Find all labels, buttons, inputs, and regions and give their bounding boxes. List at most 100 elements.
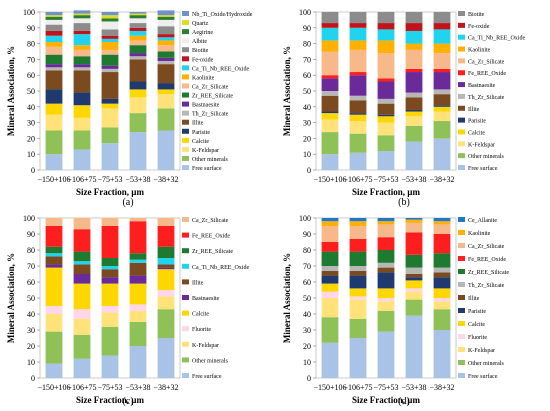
bar-segment [405, 291, 423, 300]
y-tick-label: 90 [27, 24, 35, 33]
y-tick-label: 40 [303, 103, 311, 112]
legend-swatch [458, 46, 465, 52]
bar-segment [405, 219, 423, 223]
bar-segment [157, 89, 175, 95]
bar-segment [45, 64, 63, 68]
x-axis-label: Size Fraction, µm [352, 187, 420, 197]
legend-swatch [458, 70, 465, 76]
bar-segment [45, 253, 63, 257]
x-tick-label: −53+38 [401, 175, 426, 184]
bar-segment [157, 269, 175, 290]
bar-segment [101, 38, 119, 43]
bar-segment [129, 310, 147, 322]
bar-segment [45, 267, 63, 306]
y-tick-label: 80 [303, 40, 311, 49]
bar-segment [45, 46, 63, 55]
bar-segment [157, 45, 175, 52]
y-axis-label: Mineral Association, % [6, 46, 16, 136]
chart-panel-2: 0 10 20 30 40 50 60 70 80 90 100 Mineral Associatio… [282, 8, 525, 208]
bar-segment [157, 290, 175, 297]
bar-segment [73, 13, 91, 16]
bar-segment [45, 154, 63, 170]
bar-segment [405, 12, 423, 24]
bar-segment [73, 130, 91, 150]
bar-segment [129, 18, 147, 24]
bar-segment [321, 291, 339, 298]
bar-segment [101, 355, 119, 378]
bar-segment [377, 23, 395, 30]
bar-segment [349, 113, 367, 115]
legend-swatch [458, 22, 465, 28]
y-axis-label: Mineral Association, % [282, 46, 292, 136]
bar-segment [433, 224, 451, 234]
bar-segment [321, 132, 339, 155]
bar-segment [433, 288, 451, 298]
panel-label: (b) [398, 197, 410, 208]
legend-swatch [182, 295, 189, 300]
bar-segment [349, 270, 367, 276]
y-tick-label: 30 [27, 326, 35, 335]
bar-segment [321, 78, 339, 91]
legend-swatch [182, 279, 189, 285]
bar-segment [157, 16, 175, 20]
bar-segment [321, 119, 339, 133]
bar-segment [73, 49, 91, 57]
bar-segment [101, 258, 119, 266]
bar-segment [349, 12, 367, 24]
bar-segment [129, 56, 147, 60]
legend-swatch [182, 146, 189, 152]
bar-segment [73, 70, 91, 93]
bar-segment [157, 60, 175, 65]
bar-segment [405, 109, 423, 112]
bar-segment [433, 89, 451, 95]
bar-segment [321, 242, 339, 252]
y-tick-label: 10 [27, 358, 35, 367]
bar-segment [349, 75, 367, 96]
legend-label: Ce_Allanite [468, 218, 497, 224]
bar-segment [101, 127, 119, 144]
legend-label: Parisite [468, 309, 486, 315]
bar-segment [349, 299, 367, 319]
bar-segment [101, 143, 119, 170]
legend-swatch [458, 256, 465, 261]
bar-segment [321, 266, 339, 271]
bar-segment [157, 51, 175, 58]
legend-label: Zr_REE_Silicate [468, 270, 509, 276]
bar-segment [73, 67, 91, 71]
panel-label: (d) [398, 396, 410, 407]
legend-label: Fe_REE_Oxide [468, 257, 506, 263]
bar-segment [377, 78, 395, 82]
bar-segment [157, 226, 175, 247]
bar-segment [129, 218, 147, 222]
bar-segment [377, 272, 395, 289]
legend-label: Zr_REE_Silicate [192, 94, 233, 100]
bar-segment [349, 296, 367, 300]
legend-label: Th_Zr_Silicate [192, 112, 229, 118]
bar-segment [45, 67, 63, 71]
x-tick-label: −150+106 [313, 175, 346, 184]
legend-label: Biotite [468, 12, 485, 18]
bar-segment [45, 19, 63, 25]
bar-segment [405, 23, 423, 31]
y-tick-label: 50 [303, 294, 311, 303]
bar-segment [433, 105, 451, 107]
y-tick-label: 20 [303, 134, 311, 143]
bar-segment [433, 253, 451, 268]
bar-segment [405, 222, 423, 233]
bar-segment [321, 283, 339, 292]
bar-segment [349, 27, 367, 41]
y-tick-label: 100 [299, 8, 311, 17]
legend-swatch [458, 82, 465, 88]
legend-swatch [458, 153, 465, 159]
bar-segment [101, 35, 119, 39]
y-tick-label: 40 [27, 103, 35, 112]
y-tick-label: 60 [303, 278, 311, 287]
bar-segment [405, 30, 423, 44]
bar-segment [73, 334, 91, 359]
bar-segment [349, 152, 367, 170]
bar-segment [321, 154, 339, 170]
bar-segment [73, 218, 91, 230]
bar-segment [433, 23, 451, 30]
legend-swatch [182, 38, 189, 44]
y-tick-label: 80 [27, 246, 35, 255]
